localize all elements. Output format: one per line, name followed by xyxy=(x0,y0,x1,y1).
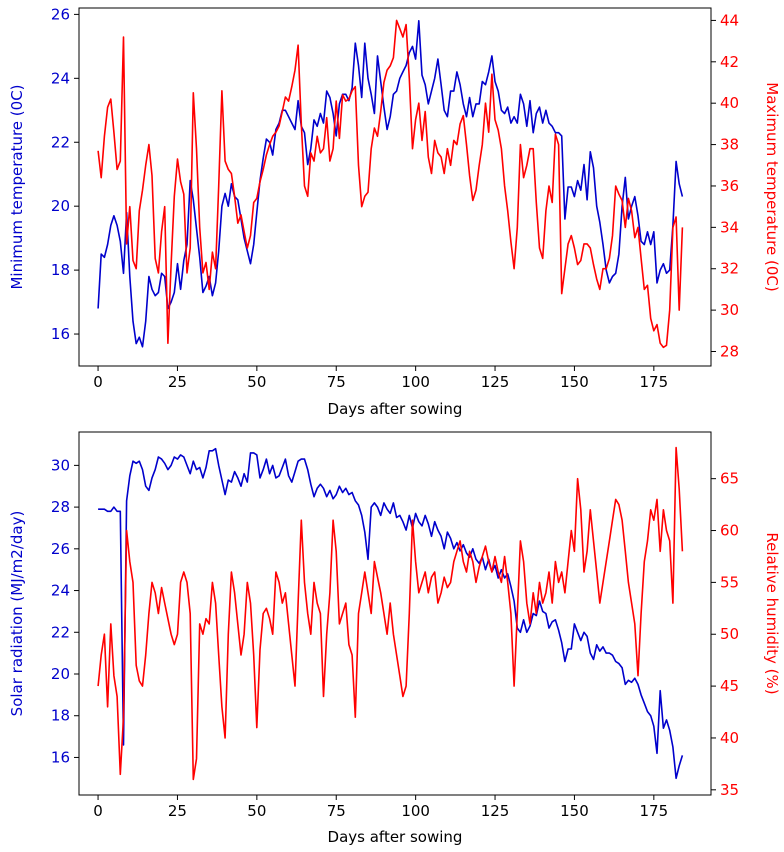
y-right-tick-label: 32 xyxy=(720,260,739,278)
x-tick-label: 25 xyxy=(168,802,187,820)
y-right-tick-label: 40 xyxy=(720,94,739,112)
left-series-line xyxy=(98,447,684,780)
y-left-tick-label: 24 xyxy=(51,582,70,600)
y-right-tick-label: 34 xyxy=(720,218,739,236)
y-left-axis-label: Solar radiation (MJ/m2/day) xyxy=(8,511,26,717)
y-left-tick-label: 26 xyxy=(51,5,70,23)
chart-panel-2: 0 25 50 75 100 125 150 175 16 18 20 22 24 26 28 30 35 40 4… xyxy=(8,431,781,846)
y-left-tick-label: 28 xyxy=(51,498,70,516)
y-right-tick-label: 55 xyxy=(720,573,739,591)
y-right-tick-label: 35 xyxy=(720,781,739,799)
right-series-line xyxy=(97,446,684,781)
y-right-tick-label: 28 xyxy=(720,343,739,361)
x-tick-label: 150 xyxy=(560,802,589,820)
x-tick-label: 50 xyxy=(247,373,266,391)
y-left-tick-label: 22 xyxy=(51,623,70,641)
x-axis-label: Days after sowing xyxy=(328,828,463,846)
left-series-line xyxy=(97,20,684,348)
y-left-tick-label: 30 xyxy=(51,456,70,474)
y-left-tick-label: 26 xyxy=(51,540,70,558)
x-tick-label: 125 xyxy=(481,802,510,820)
x-tick-label: 0 xyxy=(93,802,103,820)
y-left-axis-label: Minimum temperature (0C) xyxy=(8,84,26,289)
y-left-tick-label: 22 xyxy=(51,133,70,151)
x-tick-label: 175 xyxy=(640,802,669,820)
right-series-line xyxy=(97,19,684,349)
y-right-tick-label: 36 xyxy=(720,177,739,195)
x-axis-label: Days after sowing xyxy=(328,400,463,418)
y-right-tick-label: 60 xyxy=(720,522,739,540)
y-right-axis-label: Relative humidity (%) xyxy=(763,532,781,694)
x-tick-label: 175 xyxy=(640,373,669,391)
y-left-tick-label: 16 xyxy=(51,325,70,343)
y-left-tick-label: 20 xyxy=(51,197,70,215)
y-right-axis-label: Maximum temperature (0C) xyxy=(763,82,781,291)
x-tick-label: 50 xyxy=(247,802,266,820)
y-right-tick-label: 30 xyxy=(720,301,739,319)
y-left-tick-label: 24 xyxy=(51,69,70,87)
y-right-tick-label: 38 xyxy=(720,136,739,154)
y-right-tick-label: 44 xyxy=(720,11,739,29)
x-tick-label: 125 xyxy=(481,373,510,391)
chart-panel-1: 0 25 50 75 100 125 150 175 16 18 20 22 24 26 28 30 32 34 3… xyxy=(8,5,781,418)
x-tick-label: 0 xyxy=(93,373,103,391)
y-right-tick-label: 40 xyxy=(720,729,739,747)
x-tick-label: 75 xyxy=(327,373,346,391)
y-right-tick-label: 45 xyxy=(720,677,739,695)
plot-frame xyxy=(78,431,712,796)
x-tick-label: 100 xyxy=(401,802,430,820)
y-right-tick-label: 65 xyxy=(720,470,739,488)
y-right-tick-label: 42 xyxy=(720,53,739,71)
y-left-tick-label: 18 xyxy=(51,261,70,279)
y-left-tick-label: 20 xyxy=(51,665,70,683)
plot-frame xyxy=(78,7,712,367)
x-tick-label: 150 xyxy=(560,373,589,391)
x-tick-label: 25 xyxy=(168,373,187,391)
y-right-tick-label: 50 xyxy=(720,625,739,643)
x-tick-label: 100 xyxy=(401,373,430,391)
x-tick-label: 75 xyxy=(327,802,346,820)
y-left-tick-label: 16 xyxy=(51,748,70,766)
y-left-tick-label: 18 xyxy=(51,707,70,725)
